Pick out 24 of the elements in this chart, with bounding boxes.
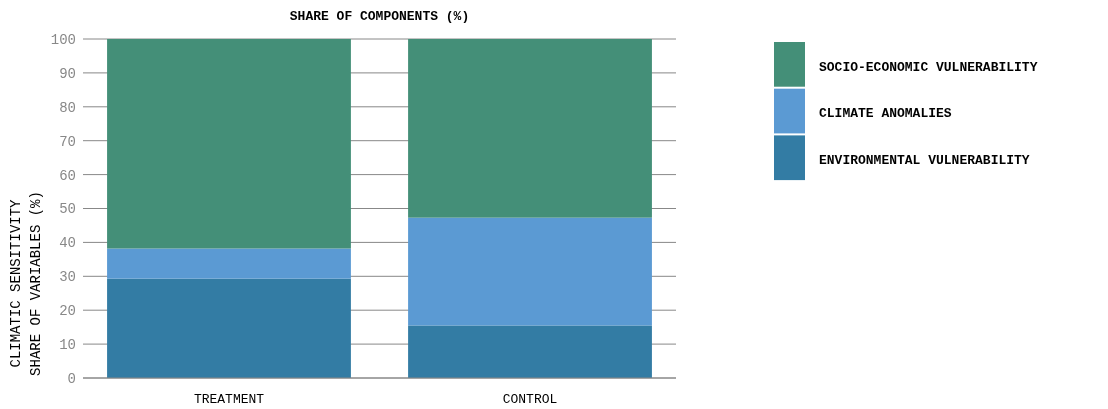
x-tick-label: CONTROL <box>502 392 558 407</box>
y-tick-label: 10 <box>59 337 76 353</box>
y-tick-label: 30 <box>59 269 76 286</box>
legend-entry: ENVIRONMENTAL VULNERABILITY <box>774 135 1030 181</box>
legend-entry: SOCIO-ECONOMIC VULNERABILITY <box>774 42 1038 87</box>
y-tick-label: 20 <box>59 303 76 320</box>
bar <box>408 217 652 326</box>
bar <box>408 325 652 378</box>
y-tick-label: 70 <box>59 133 76 150</box>
y-tick-label: 40 <box>59 235 76 252</box>
chart-title: SHARE OF COMPONENTS (%) <box>289 9 470 24</box>
y-tick-label: 60 <box>59 167 76 184</box>
bar <box>107 248 351 279</box>
y-axis-title: CLIMATIC SENSITIVITY SHARE OF VARIABLES (%) <box>8 191 44 376</box>
bar <box>107 39 351 249</box>
bar <box>107 278 351 378</box>
y-tick-label: 0 <box>67 370 76 387</box>
x-tick-label: TREATMENT <box>193 392 265 407</box>
bar <box>408 39 652 218</box>
y-tick-label: 80 <box>59 99 76 116</box>
legend-entry: CLIMATE ANOMALIES <box>774 88 952 134</box>
y-tick-label: 50 <box>59 201 76 218</box>
y-tick-label: 90 <box>59 65 76 82</box>
y-tick-label: 100 <box>50 31 76 48</box>
